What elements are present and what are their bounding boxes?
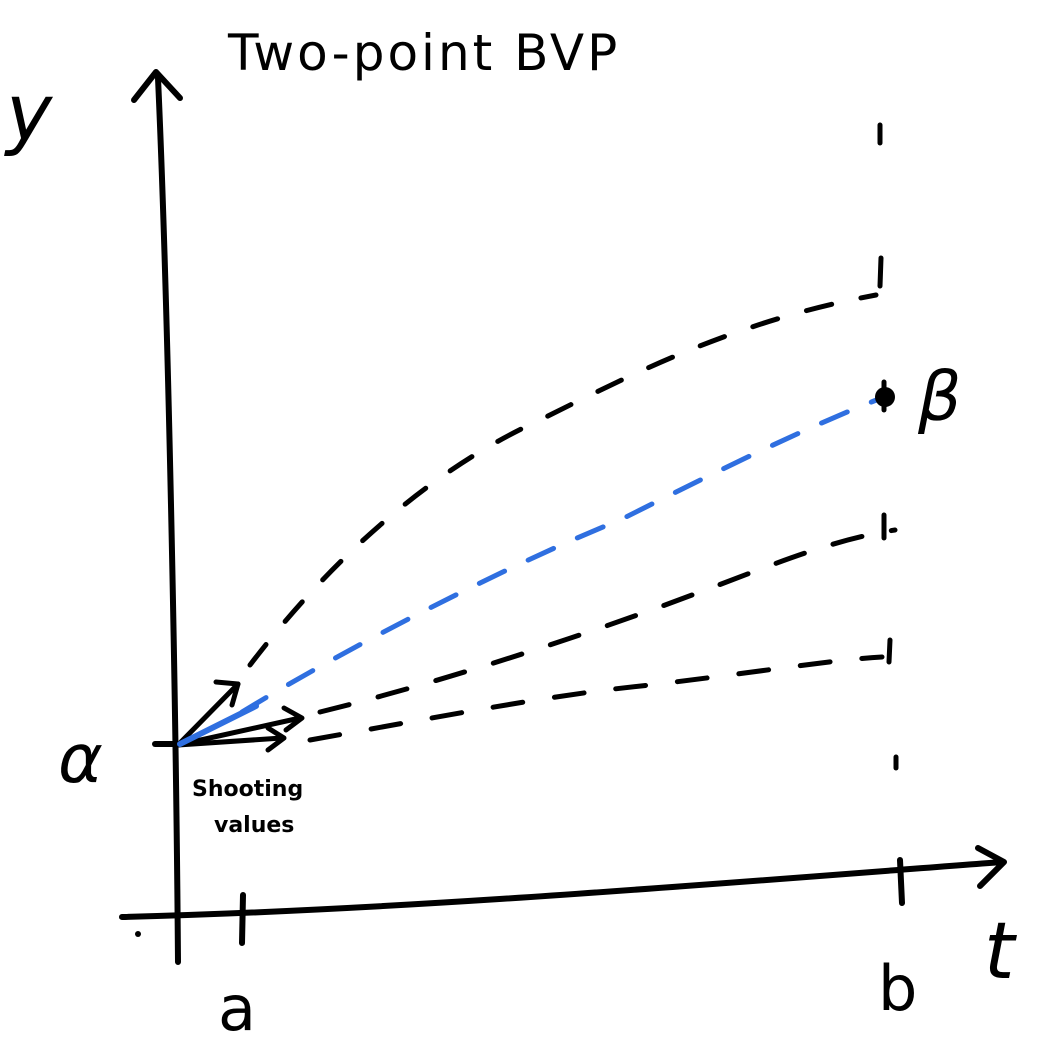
- tick-label-b: b: [878, 952, 917, 1025]
- trajectory-target: [239, 394, 887, 715]
- tick-mark-b: [897, 857, 905, 906]
- y-axis-arrowhead-icon: [131, 69, 183, 103]
- shooting-arrow-highlight: [177, 703, 259, 747]
- trajectory-high: [247, 292, 879, 668]
- boundary-line-t-equals-b: [877, 122, 899, 771]
- shooting-values-label-line1: Shooting: [192, 777, 303, 802]
- trajectory-mid: [317, 527, 898, 715]
- t-axis-arrowhead-icon: [975, 845, 1007, 889]
- t-axis: [119, 859, 1005, 920]
- tick-mark-a: [239, 892, 246, 946]
- y-axis: [155, 75, 181, 965]
- y-axis-label: y: [4, 69, 54, 159]
- tick-label-a: a: [218, 972, 256, 1045]
- shooting-values-label-line2: values: [214, 813, 294, 838]
- t-axis-label: t: [984, 907, 1017, 997]
- shooting-arrows: [175, 679, 305, 753]
- beta-label: β: [917, 358, 961, 437]
- diagram-title: Two-point BVP: [227, 24, 620, 82]
- origin-dot: [135, 931, 141, 937]
- target-point-dot-icon: [875, 387, 895, 407]
- trajectory-low: [307, 654, 885, 743]
- alpha-label: α: [58, 720, 103, 799]
